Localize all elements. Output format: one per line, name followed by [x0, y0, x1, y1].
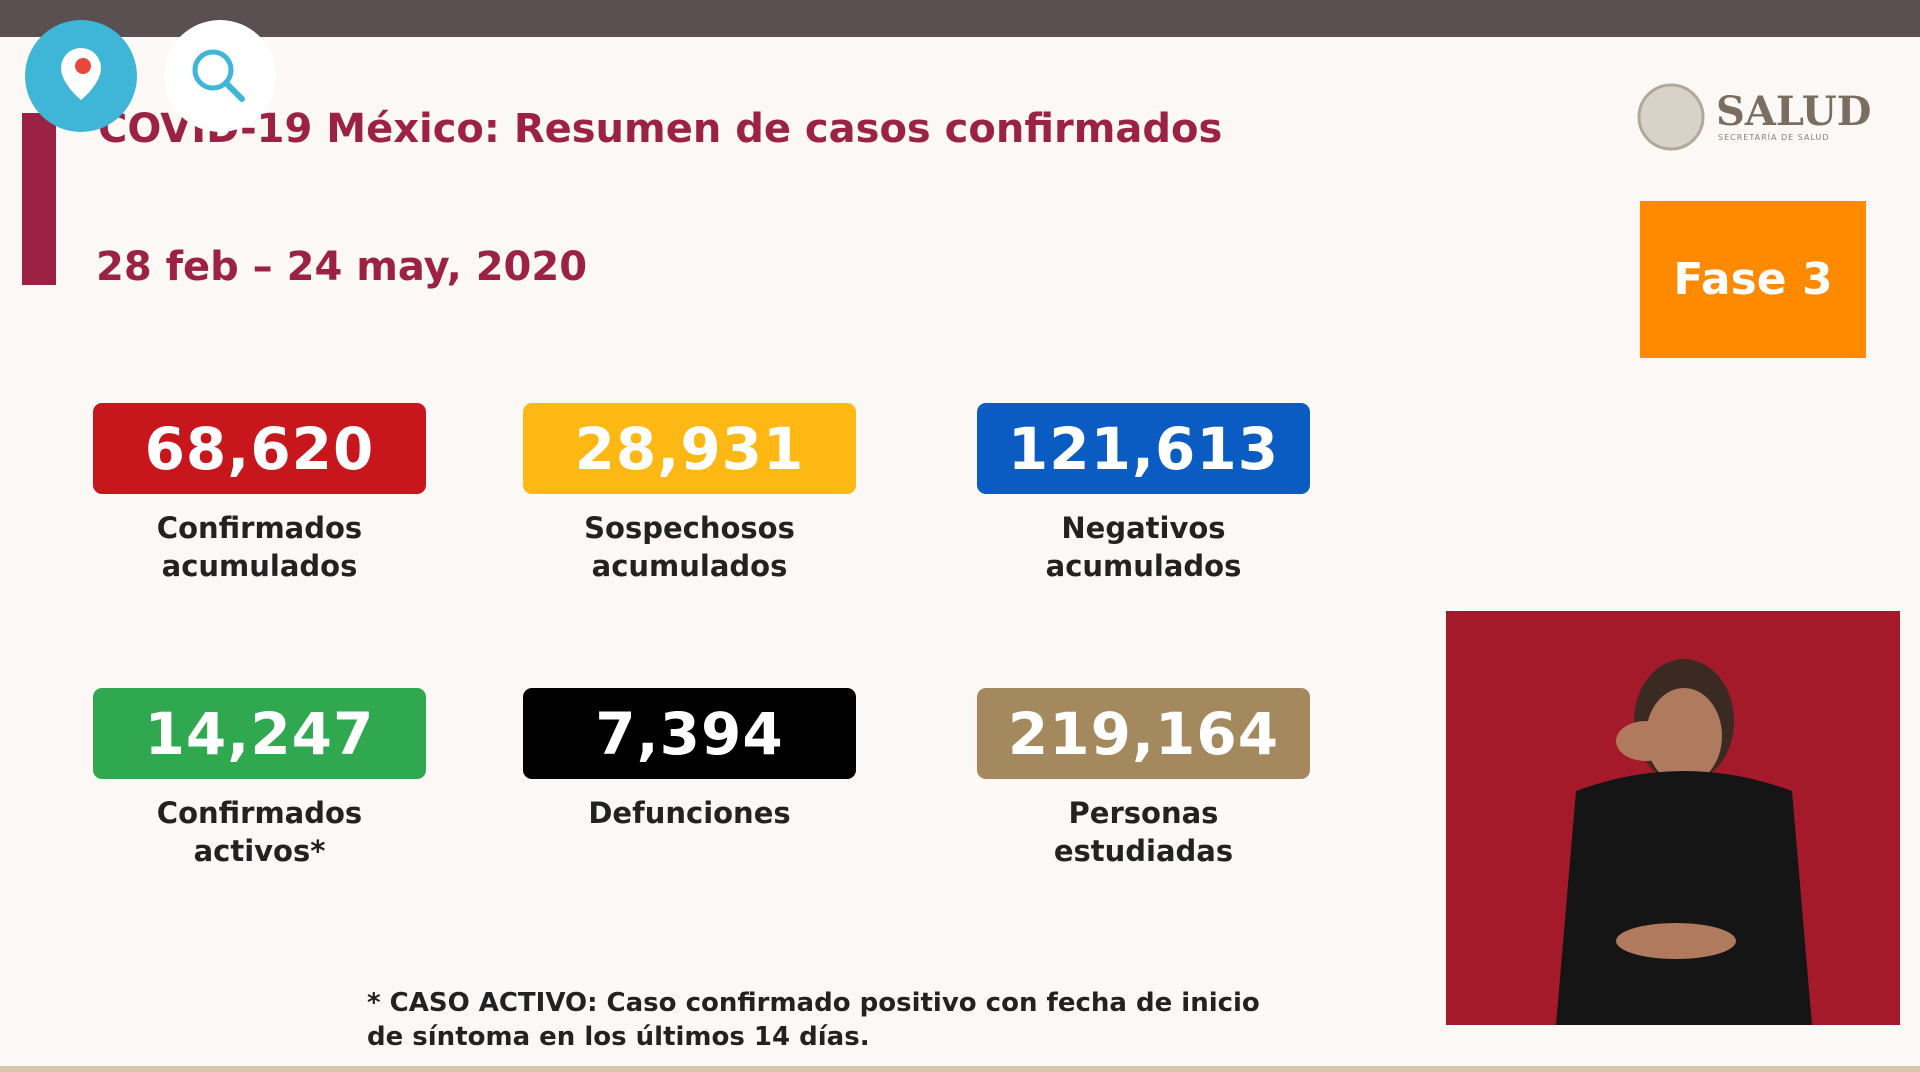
stat-label: Sospechosos acumulados — [523, 509, 856, 585]
stat-label-line: acumulados — [1045, 549, 1242, 583]
stat-label: Negativos acumulados — [977, 509, 1310, 585]
stat-label: Defunciones — [523, 794, 856, 832]
stat-label-line: estudiadas — [1053, 834, 1234, 868]
interpreter-video — [1446, 611, 1900, 1025]
periscope-icon — [61, 48, 101, 100]
stat-label-line: Personas — [1068, 796, 1219, 830]
overlay-icons — [25, 20, 276, 132]
emblem — [1637, 83, 1705, 151]
footnote-line: * CASO ACTIVO: Caso confirmado positivo … — [367, 988, 1260, 1018]
stat-value: 68,620 — [93, 403, 426, 494]
stat-label-line: acumulados — [591, 549, 788, 583]
search-icon — [192, 49, 234, 91]
accent-bar — [22, 113, 56, 285]
stat-value: 219,164 — [977, 688, 1310, 779]
search-handle — [223, 80, 245, 102]
stat-label: Confirmados acumulados — [93, 509, 426, 585]
stat-label-line: Defunciones — [588, 796, 791, 830]
logo-name: SALUD — [1716, 88, 1872, 135]
footnote-line: de síntoma en los últimos 14 días. — [367, 1022, 870, 1052]
phase-badge: Fase 3 — [1640, 201, 1866, 358]
stat-label-line: Sospechosos — [584, 511, 795, 545]
stat-label-line: Confirmados — [156, 511, 363, 545]
bottom-edge — [0, 1066, 1920, 1072]
stat-value: 28,931 — [523, 403, 856, 494]
logo-subtitle: SECRETARÍA DE SALUD — [1718, 133, 1830, 142]
top-bar — [0, 0, 1920, 37]
title: COVID-19 México: Resumen de casos confir… — [98, 106, 1223, 152]
search-button[interactable] — [164, 20, 276, 132]
stat-label: Personas estudiadas — [977, 794, 1310, 870]
interpreter-figure — [1556, 659, 1812, 1025]
stat-label-line: Confirmados — [156, 796, 363, 830]
periscope-dot — [75, 58, 91, 74]
stat-label-line: activos* — [193, 834, 326, 868]
stat-value: 7,394 — [523, 688, 856, 779]
date-range: 28 feb – 24 may, 2020 — [96, 244, 588, 290]
footnote: * CASO ACTIVO: Caso confirmado positivo … — [367, 986, 1260, 1054]
stat-label-line: acumulados — [161, 549, 358, 583]
stat-label-line: Negativos — [1061, 511, 1226, 545]
stat-value: 121,613 — [977, 403, 1310, 494]
stat-value: 14,247 — [93, 688, 426, 779]
stat-label: Confirmados activos* — [93, 794, 426, 870]
